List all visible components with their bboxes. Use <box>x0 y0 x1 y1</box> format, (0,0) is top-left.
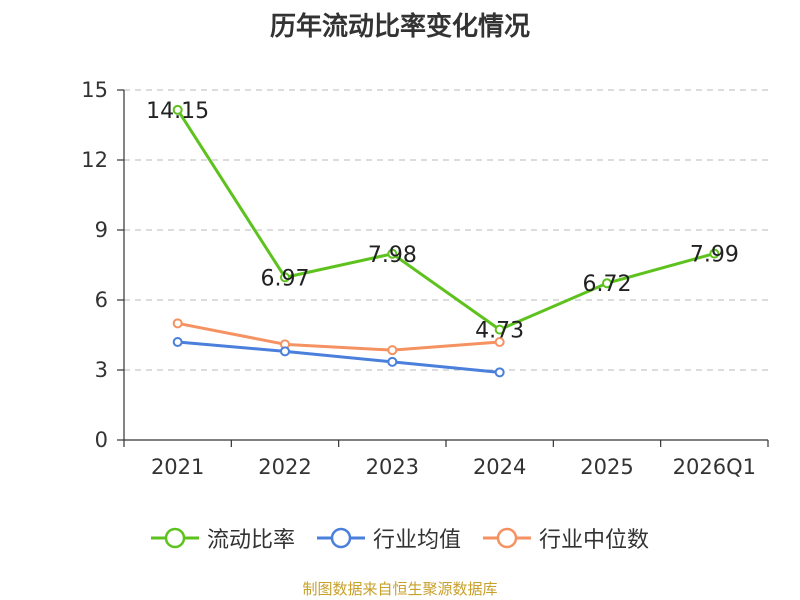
x-tick-label: 2026Q1 <box>673 455 756 479</box>
data-label: 4.73 <box>475 319 524 344</box>
data-point <box>172 318 183 329</box>
y-tick-label: 15 <box>81 78 108 102</box>
source-note: 制图数据来自恒生聚源数据库 <box>302 580 498 598</box>
data-label: 14.15 <box>146 99 209 124</box>
legend-item-current-ratio[interactable]: 流动比率 <box>150 522 295 554</box>
data-point <box>172 337 183 347</box>
y-tick-label: 0 <box>95 428 108 452</box>
series-line <box>177 340 500 374</box>
data-point <box>172 104 183 115</box>
data-point <box>387 356 398 367</box>
y-tick-label: 6 <box>95 288 108 312</box>
data-label: 7.99 <box>690 243 739 268</box>
legend-item-industry-median[interactable]: 行业中位数 <box>483 522 649 554</box>
data-label: 6.72 <box>583 272 632 297</box>
data-point <box>280 346 290 357</box>
x-tick-label: 2021 <box>151 455 204 479</box>
data-point <box>602 278 612 289</box>
data-label: 7.98 <box>368 243 417 268</box>
data-point <box>280 272 290 283</box>
legend-line-icon <box>483 527 531 549</box>
data-point <box>387 345 398 356</box>
data-point <box>494 367 505 378</box>
x-tick-label: 2023 <box>366 455 419 479</box>
x-tick-label: 2022 <box>258 455 311 479</box>
data-point <box>494 324 505 335</box>
data-point <box>494 337 505 347</box>
data-label: 6.97 <box>261 266 310 291</box>
chart-title: 历年流动比率变化情况 <box>269 12 530 42</box>
series-line <box>177 321 500 352</box>
legend-item-industry-mean[interactable]: 行业均值 <box>316 522 461 554</box>
legend-label: 行业中位数 <box>539 528 650 553</box>
series-line <box>176 109 715 332</box>
legend: 流动比率 行业均值 行业中位数 <box>0 518 800 558</box>
legend-line-icon <box>150 527 199 549</box>
x-tick-label: 2025 <box>580 455 633 479</box>
legend-label: 行业均值 <box>372 528 461 553</box>
x-tick-label: 2024 <box>473 455 526 479</box>
data-point <box>387 248 398 259</box>
legend-line-icon <box>316 527 365 549</box>
y-tick-label: 9 <box>95 218 108 242</box>
legend-label: 流动比率 <box>206 528 295 553</box>
y-tick-label: 3 <box>95 358 108 382</box>
y-tick-label: 12 <box>81 148 108 172</box>
data-point <box>709 248 720 259</box>
